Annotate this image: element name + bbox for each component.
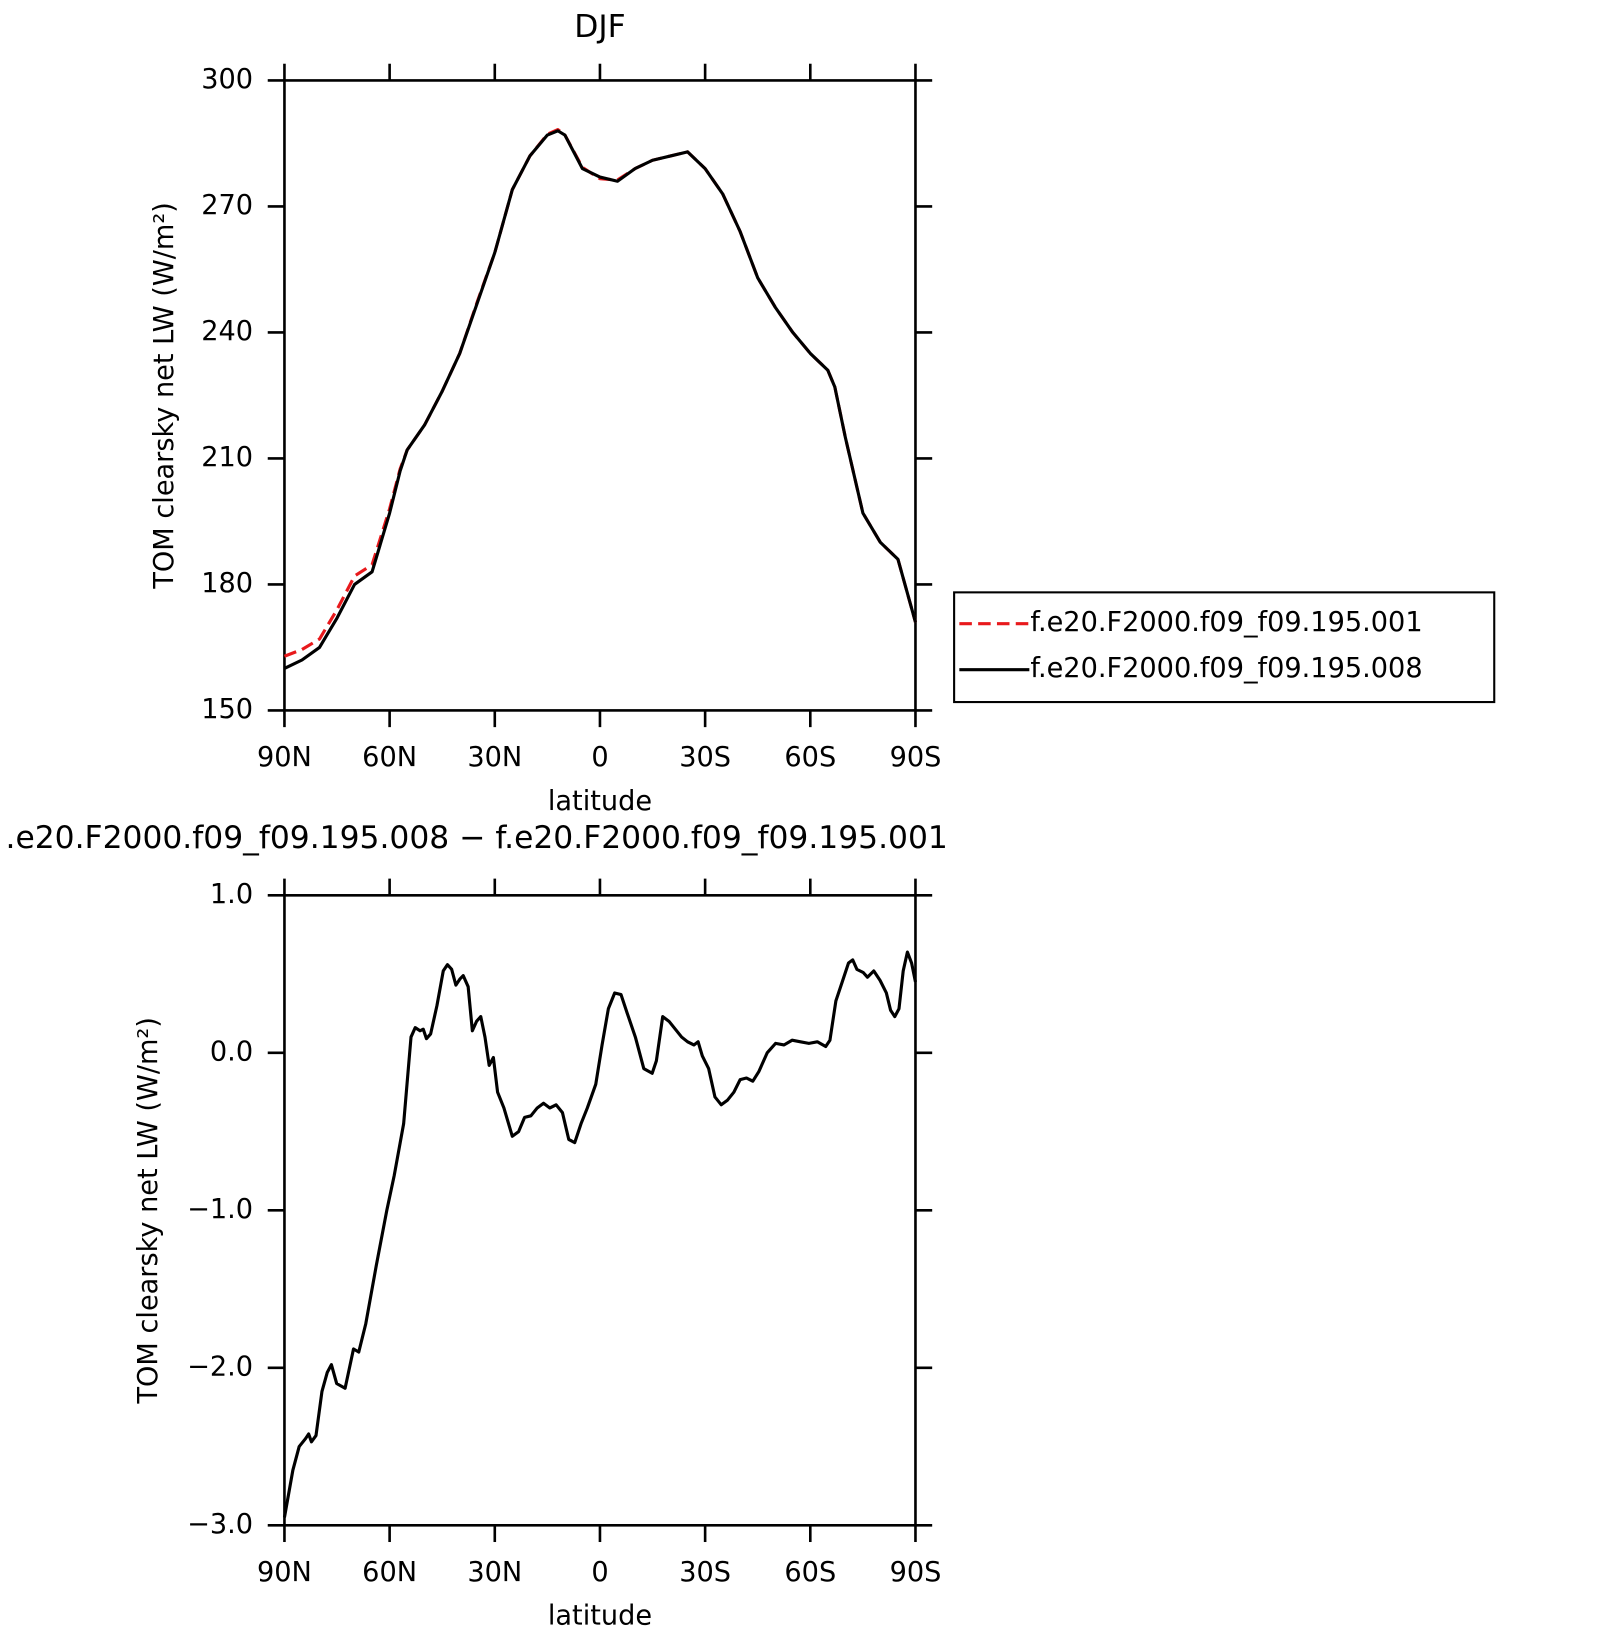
y-tick-label: 300 xyxy=(201,64,253,95)
legend-label: f.e20.F2000.f09_f09.195.008 xyxy=(1030,653,1422,684)
chart-title: DJF xyxy=(574,9,625,45)
x-tick-label: 60S xyxy=(784,742,836,773)
chart-title: .e20.F2000.f09_f09.195.008 − f.e20.F2000… xyxy=(6,820,948,856)
x-tick-label: 30N xyxy=(467,742,522,773)
y-tick-label: −2.0 xyxy=(187,1351,253,1382)
y-tick-label: −1.0 xyxy=(187,1194,253,1225)
x-tick-label: 90N xyxy=(257,742,312,773)
y-axis-label: TOM clearsky net LW (W/m²) xyxy=(149,202,180,589)
x-tick-label: 60N xyxy=(362,1557,417,1588)
y-tick-label: 240 xyxy=(201,316,253,347)
legend-label: f.e20.F2000.f09_f09.195.001 xyxy=(1030,607,1422,638)
x-tick-label: 90N xyxy=(257,1557,312,1588)
y-axis-label: TOM clearsky net LW (W/m²) xyxy=(133,1017,164,1404)
x-axis-label: latitude xyxy=(548,786,652,817)
y-tick-label: −3.0 xyxy=(187,1509,253,1540)
x-tick-label: 90S xyxy=(890,1557,942,1588)
y-tick-label: 0.0 xyxy=(210,1036,253,1067)
x-tick-label: 90S xyxy=(890,742,942,773)
y-tick-label: 150 xyxy=(201,694,253,725)
y-tick-label: 180 xyxy=(201,568,253,599)
plot-frame xyxy=(283,79,917,712)
x-tick-label: 30S xyxy=(679,1557,731,1588)
x-tick-label: 30N xyxy=(467,1557,522,1588)
y-tick-label: 1.0 xyxy=(210,879,253,910)
x-tick-label: 0 xyxy=(591,1557,608,1588)
x-tick-label: 0 xyxy=(591,742,608,773)
y-tick-label: 210 xyxy=(201,442,253,473)
x-tick-label: 30S xyxy=(679,742,731,773)
x-axis-label: latitude xyxy=(548,1601,652,1632)
y-tick-label: 270 xyxy=(201,190,253,221)
data-line xyxy=(283,128,917,658)
x-tick-label: 60N xyxy=(362,742,417,773)
x-tick-label: 60S xyxy=(784,1557,836,1588)
data-line xyxy=(282,950,918,1518)
plot-frame xyxy=(283,894,917,1527)
data-line xyxy=(283,129,917,670)
legend-box xyxy=(953,591,1496,704)
